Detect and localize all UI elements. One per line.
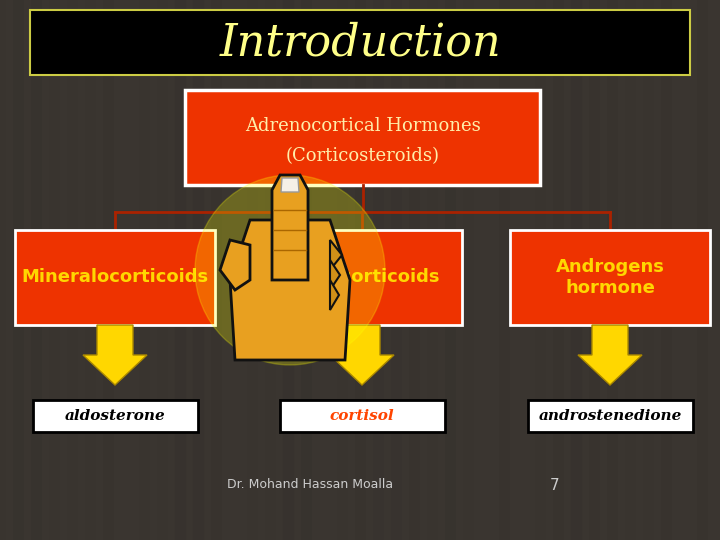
Polygon shape [281,178,299,192]
Circle shape [195,175,385,365]
FancyBboxPatch shape [262,230,462,325]
Text: Adrenocortical Hormones: Adrenocortical Hormones [245,117,480,135]
FancyBboxPatch shape [528,400,693,432]
Polygon shape [220,240,250,290]
Polygon shape [272,175,308,280]
FancyBboxPatch shape [32,400,197,432]
FancyBboxPatch shape [185,90,540,185]
Polygon shape [330,325,394,385]
Text: 7: 7 [550,477,560,492]
FancyBboxPatch shape [510,230,710,325]
Polygon shape [578,325,642,385]
FancyBboxPatch shape [15,230,215,325]
FancyBboxPatch shape [279,400,444,432]
Polygon shape [330,260,340,290]
Text: Mineralocorticoids: Mineralocorticoids [22,268,209,287]
Text: Androgens
hormone: Androgens hormone [556,258,665,297]
Polygon shape [330,240,342,270]
Polygon shape [83,325,147,385]
Text: cortisol: cortisol [330,409,395,423]
FancyBboxPatch shape [30,10,690,75]
Text: Glucocorticoids: Glucocorticoids [284,268,440,287]
Text: aldosterone: aldosterone [65,409,166,423]
Text: (Corticosteroids): (Corticosteroids) [286,147,439,165]
Text: androstenedione: androstenedione [539,409,682,423]
Text: Dr. Mohand Hassan Moalla: Dr. Mohand Hassan Moalla [227,478,393,491]
Polygon shape [330,280,339,310]
Polygon shape [230,220,350,360]
Text: Introduction: Introduction [219,21,501,64]
